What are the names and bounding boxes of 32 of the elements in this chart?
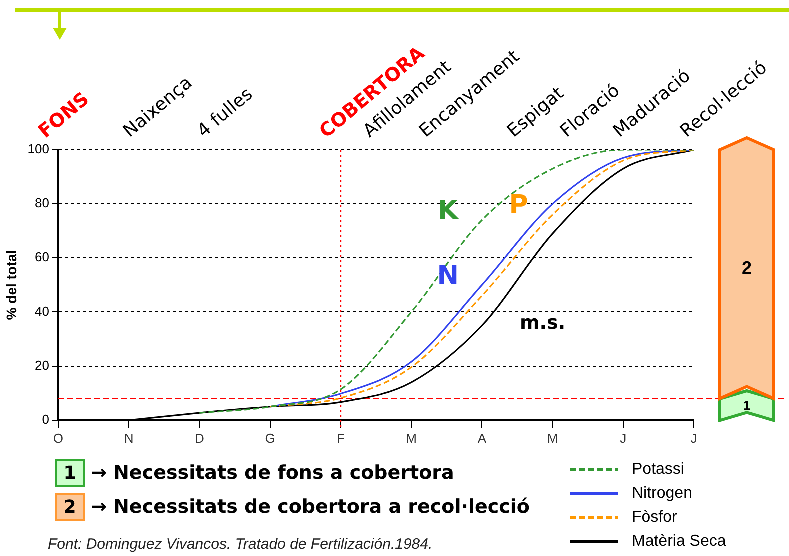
- legend-label: Matèria Seca: [632, 533, 726, 551]
- y-tick-label: 100: [28, 142, 50, 157]
- text: 2: [64, 496, 76, 518]
- text: → Necessitats de cobertora a recol·lecció: [91, 496, 530, 518]
- y-tick-label: 60: [35, 250, 50, 265]
- y-tick-label: 0: [42, 412, 50, 427]
- text: → Necessitats de fons a cobertora: [91, 462, 454, 484]
- legend-label: Potassi: [632, 461, 684, 479]
- x-tick-label: N: [124, 430, 134, 446]
- y-tick-label: 40: [35, 304, 50, 319]
- y-axis-title: % del total: [3, 250, 20, 320]
- annotation: N: [437, 260, 460, 291]
- annotation: K: [438, 196, 460, 226]
- legend-label: Nitrogen: [632, 485, 692, 503]
- annotation: m.s.: [520, 312, 566, 334]
- x-tick-label: G: [265, 430, 276, 446]
- x-tick-label: O: [53, 430, 64, 446]
- x-tick-label: J: [690, 430, 698, 446]
- legend-label: Fòsfor: [632, 509, 678, 527]
- x-tick-label: J: [620, 430, 627, 446]
- x-tick-label: M: [406, 430, 417, 446]
- x-tick-label: A: [478, 430, 487, 446]
- y-tick-label: 20: [35, 358, 50, 373]
- y-tick-label: 80: [35, 196, 50, 211]
- text: Font: Dominguez Vivancos. Tratado de Fertilización.1984.: [48, 536, 433, 553]
- text: 2: [740, 258, 753, 278]
- x-tick-label: M: [547, 430, 558, 446]
- x-tick-label: D: [195, 430, 204, 446]
- annotation: P: [509, 190, 528, 221]
- text: 1: [55, 459, 85, 487]
- x-tick-label: F: [336, 430, 345, 446]
- text: 1: [743, 398, 751, 413]
